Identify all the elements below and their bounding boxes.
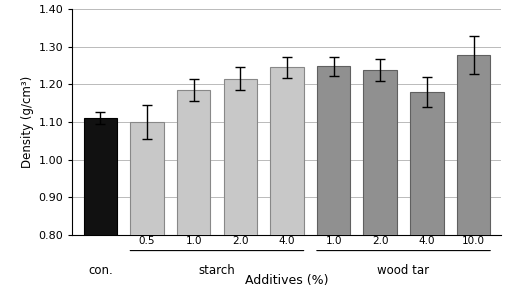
Bar <box>317 66 351 301</box>
Text: wood tar: wood tar <box>377 264 430 277</box>
Text: starch: starch <box>199 264 235 277</box>
X-axis label: Additives (%): Additives (%) <box>245 274 329 287</box>
Bar <box>84 118 117 301</box>
Bar <box>130 122 164 301</box>
Bar <box>270 67 303 301</box>
Bar <box>223 79 257 301</box>
Bar <box>457 55 490 301</box>
Text: con.: con. <box>88 264 113 277</box>
Bar <box>177 90 210 301</box>
Bar <box>363 70 397 301</box>
Y-axis label: Density (g/cm³): Density (g/cm³) <box>21 76 35 168</box>
Bar <box>410 92 444 301</box>
